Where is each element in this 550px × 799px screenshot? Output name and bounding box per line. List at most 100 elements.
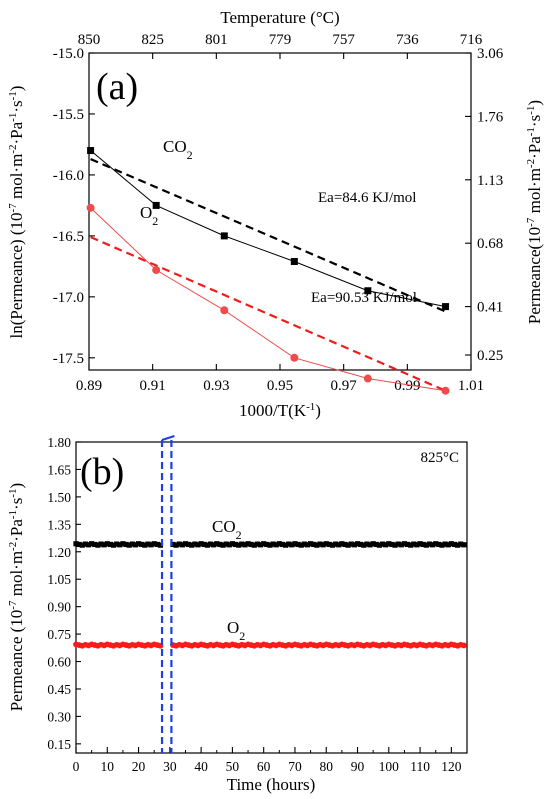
point-co2-b <box>383 542 389 548</box>
y-tick-label-b: 1.65 <box>47 462 71 477</box>
point-co2 <box>87 147 95 155</box>
point-o2 <box>152 266 161 275</box>
point-co2-b <box>220 542 226 548</box>
panel-b: 1.80 1.65 1.50 1.35 1.20 1.05 0.90 0.75 0.60 0.45… <box>7 434 468 794</box>
point-co2-b <box>110 542 117 548</box>
y-tick-label-b: 0.90 <box>47 600 71 615</box>
point-co2-b <box>364 541 370 547</box>
y-tick-label: -17.0 <box>53 290 84 306</box>
point-co2-b <box>139 541 145 548</box>
right-tick-label: 1.76 <box>477 109 504 125</box>
point-co2-b <box>411 541 417 547</box>
series-line-co2 <box>90 150 446 308</box>
point-co2-b <box>323 541 329 547</box>
point-co2-b <box>89 541 95 547</box>
point-co2-b <box>304 542 311 548</box>
point-co2-b <box>389 541 395 548</box>
y-tick-label: -15.0 <box>53 46 84 62</box>
annotation-co2-ea: Ea=84.6 KJ/mol <box>318 190 416 206</box>
y-tick-label-b: 0.75 <box>47 627 71 642</box>
temperature-label: 825°C <box>420 450 459 466</box>
y-tick-label: -17.5 <box>53 351 84 367</box>
x-tick-label-b: 10 <box>101 759 115 774</box>
y-tick-label: -16.5 <box>53 229 84 245</box>
y-tick-label-b: 0.60 <box>47 655 71 670</box>
y-tick-label-b: 0.45 <box>47 682 71 697</box>
top-tick-label: 825 <box>141 32 164 48</box>
point-co2-b <box>317 541 323 547</box>
point-co2-b <box>214 541 220 547</box>
point-o2 <box>441 386 450 395</box>
point-co2-b <box>242 542 248 548</box>
point-co2-b <box>104 541 110 547</box>
point-co2-b <box>373 541 379 548</box>
point-co2-b <box>458 541 464 547</box>
point-co2-b <box>145 541 151 547</box>
x-tick-label-b: 60 <box>257 759 271 774</box>
point-co2-b <box>195 542 201 548</box>
panel-label-b: (b) <box>80 451 124 493</box>
point-co2-b <box>276 541 282 547</box>
point-co2-b <box>192 541 198 547</box>
point-co2-b <box>455 542 461 548</box>
point-co2-b <box>404 541 411 548</box>
x-tick-label-b: 100 <box>379 759 400 774</box>
top-tick-label: 716 <box>460 32 483 48</box>
point-co2-b <box>223 541 229 547</box>
point-co2-b <box>311 541 317 548</box>
right-axis-ticks: 3.06 1.76 1.13 0.68 0.41 0.25 <box>465 46 504 364</box>
point-co2-b <box>261 541 267 547</box>
point-co2-b <box>333 541 339 547</box>
point-co2-b <box>336 542 342 548</box>
point-co2-b <box>445 542 451 548</box>
point-co2-b <box>286 541 292 547</box>
point-o2 <box>86 203 95 212</box>
top-tick-label: 736 <box>396 32 419 48</box>
series-label-co2-b: CO2 <box>212 517 242 542</box>
bottom-axis-ticks: 0.89 0.91 0.93 0.95 0.97 0.99 1.01 <box>76 364 484 394</box>
point-co2-b <box>182 541 189 547</box>
point-co2-b <box>204 542 210 548</box>
point-co2-b <box>170 541 176 548</box>
point-co2-b <box>395 541 401 547</box>
point-co2-b <box>295 541 301 548</box>
x-tick-label-b: 0 <box>73 759 80 774</box>
series-label-co2-a: CO2 <box>163 137 193 162</box>
point-co2-b <box>442 541 448 547</box>
point-co2-b <box>414 542 420 548</box>
point-co2-b <box>292 541 298 547</box>
x-tick-label-b: 90 <box>351 759 365 774</box>
fit-line-o2 <box>90 236 446 392</box>
y-tick-label-b: 1.80 <box>47 435 71 450</box>
bottom-axis-title: 1000/T(K-1) <box>239 401 321 420</box>
point-co2-b <box>85 542 92 548</box>
point-co2-b <box>148 542 154 548</box>
point-co2 <box>364 287 372 295</box>
point-co2-b <box>251 542 257 548</box>
point-co2-b <box>101 542 107 548</box>
top-axis-title: Temperature (°C) <box>220 8 339 27</box>
point-co2-b <box>329 542 336 548</box>
right-tick-label: 3.06 <box>477 46 504 62</box>
point-co2-b <box>92 541 98 548</box>
point-co2-b <box>436 541 442 548</box>
top-tick-label: 850 <box>78 32 101 48</box>
point-co2 <box>220 232 228 240</box>
x-tick-label: 1.01 <box>458 378 484 394</box>
plot-area-a <box>86 147 450 395</box>
fit-line-co2 <box>90 158 446 313</box>
x-tick-label-b: 20 <box>132 759 146 774</box>
point-co2-b <box>326 541 332 548</box>
point-co2-b <box>95 542 101 548</box>
top-tick-label: 779 <box>269 32 292 48</box>
y-tick-label-b: 0.30 <box>47 709 71 724</box>
point-co2-b <box>451 541 458 548</box>
point-co2-b <box>376 542 383 548</box>
y-tick-label: -16.0 <box>53 168 84 184</box>
point-co2-b <box>217 541 223 548</box>
point-co2-b <box>314 542 320 548</box>
point-co2-b <box>211 542 217 548</box>
point-co2-b <box>245 541 251 547</box>
point-co2-b <box>132 542 139 548</box>
point-co2-b <box>367 542 373 548</box>
